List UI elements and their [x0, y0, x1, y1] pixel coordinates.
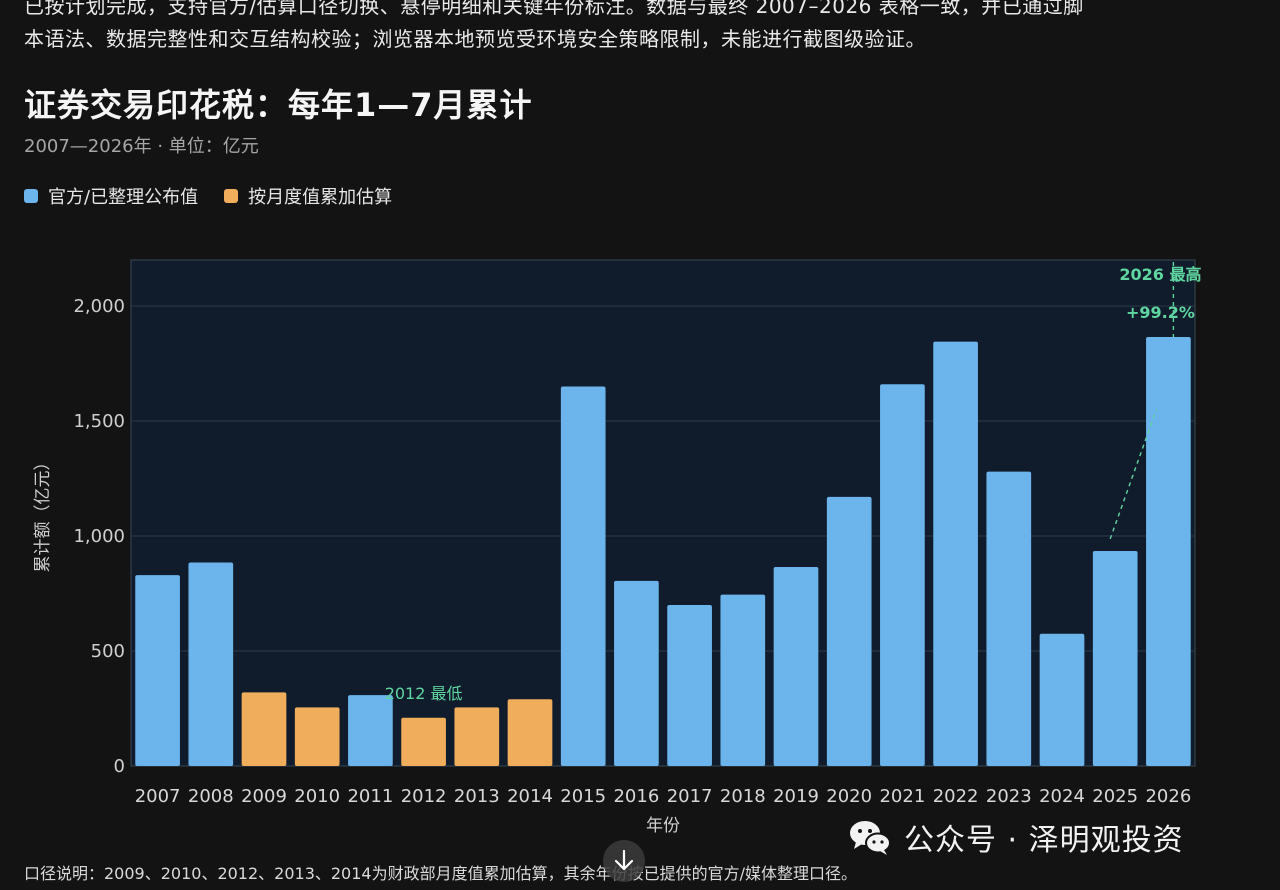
bar-2019 [773, 567, 819, 766]
bar-2009 [241, 692, 287, 766]
chart-title: 证券交易印花税：每年1—7月累计 [24, 86, 533, 124]
bar-2025 [1092, 550, 1138, 766]
annotation-trend-line [1109, 409, 1158, 540]
x-tick-label: 2015 [560, 786, 606, 807]
x-tick-label: 2017 [667, 786, 713, 807]
intro-text: 已按计划完成，支持官方/估算口径切换、悬停明细和关键年份标注。数据与最终 200… [24, 0, 1264, 56]
wechat-icon [850, 821, 891, 855]
bar-2022 [933, 341, 978, 766]
bar-2013 [454, 707, 500, 766]
bar-2012 [401, 717, 446, 766]
x-tick-label: 2010 [294, 786, 340, 807]
x-tick-label: 2025 [1092, 786, 1138, 807]
x-tick-label: 2014 [507, 786, 553, 807]
bar-2017 [667, 605, 712, 766]
bar-2007 [135, 575, 180, 766]
chart-legend: 官方/已整理公布值 按月度值累加估算 [24, 183, 392, 209]
x-tick-label: 2019 [773, 786, 819, 807]
bar-2018 [720, 594, 766, 766]
y-tick-label: 1,500 [73, 411, 125, 432]
x-tick-label: 2008 [188, 786, 234, 807]
footnote: 口径说明：2009、2010、2012、2013、2014为财政部月度值累加估算… [24, 864, 857, 883]
annotation-high: 2026 最高 [1119, 265, 1201, 284]
bar-2026 [1146, 337, 1191, 766]
scroll-down-button[interactable] [603, 840, 645, 882]
bar-2023 [986, 471, 1032, 766]
bar-2024 [1039, 633, 1085, 766]
annotation-low: 2012 最低 [385, 684, 463, 703]
arrow-down-icon [614, 849, 634, 871]
annotation-change: +99.2% [1126, 303, 1195, 322]
x-tick-label: 2026 [1145, 786, 1191, 807]
x-tick-label: 2022 [933, 786, 979, 807]
legend-item-estimated[interactable]: 按月度值累加估算 [224, 183, 392, 209]
watermark-text: 公众号 · 泽明观投资 [904, 823, 1184, 858]
bar-2008 [188, 562, 234, 766]
bar-2011 [348, 695, 393, 766]
bar-2021 [880, 384, 925, 766]
plot-area [130, 259, 1196, 767]
x-tick-label: 2013 [454, 786, 500, 807]
x-tick-label: 2018 [720, 786, 766, 807]
x-tick-label: 2011 [347, 786, 393, 807]
watermark: 公众号 · 泽明观投资 [848, 815, 1184, 859]
bar-2010 [294, 707, 340, 766]
x-tick-label: 2007 [135, 786, 181, 807]
x-tick-label: 2024 [1039, 786, 1085, 807]
bar-2016 [614, 580, 659, 766]
intro-line-2: 本语法、数据完整性和交互结构校验；浏览器本地预览受环境安全策略限制，未能进行截图… [24, 27, 926, 51]
x-tick-label: 2016 [613, 786, 659, 807]
bar-chart: 0 500 1,000 1,500 2,000 累计额（亿元） 2007 2008 2009 20… [33, 259, 1201, 836]
x-tick-label: 2009 [241, 786, 287, 807]
legend-label-official: 官方/已整理公布值 [48, 187, 199, 208]
y-tick-label: 1,000 [73, 526, 125, 547]
x-tick-label: 2020 [826, 786, 872, 807]
x-tick-label: 2021 [879, 786, 925, 807]
bar-2014 [507, 699, 553, 766]
y-tick-label: 500 [91, 641, 125, 662]
legend-label-estimated: 按月度值累加估算 [248, 187, 393, 208]
bar-2020 [826, 496, 872, 766]
intro-line-1: 已按计划完成，支持官方/估算口径切换、悬停明细和关键年份标注。数据与最终 200… [24, 0, 1084, 18]
y-tick-label: 2,000 [73, 296, 125, 317]
x-axis-label: 年份 [646, 816, 680, 836]
y-tick-label: 0 [114, 756, 125, 777]
legend-swatch-official [24, 189, 38, 203]
bar-2015 [560, 386, 606, 766]
x-tick-label: 2023 [986, 786, 1032, 807]
legend-item-official[interactable]: 官方/已整理公布值 [24, 183, 198, 209]
x-tick-label: 2012 [401, 786, 447, 807]
legend-swatch-estimated [224, 189, 239, 203]
chart-subtitle: 2007—2026年 · 单位：亿元 [24, 136, 259, 157]
y-axis-label: 累计额（亿元） [33, 454, 53, 573]
